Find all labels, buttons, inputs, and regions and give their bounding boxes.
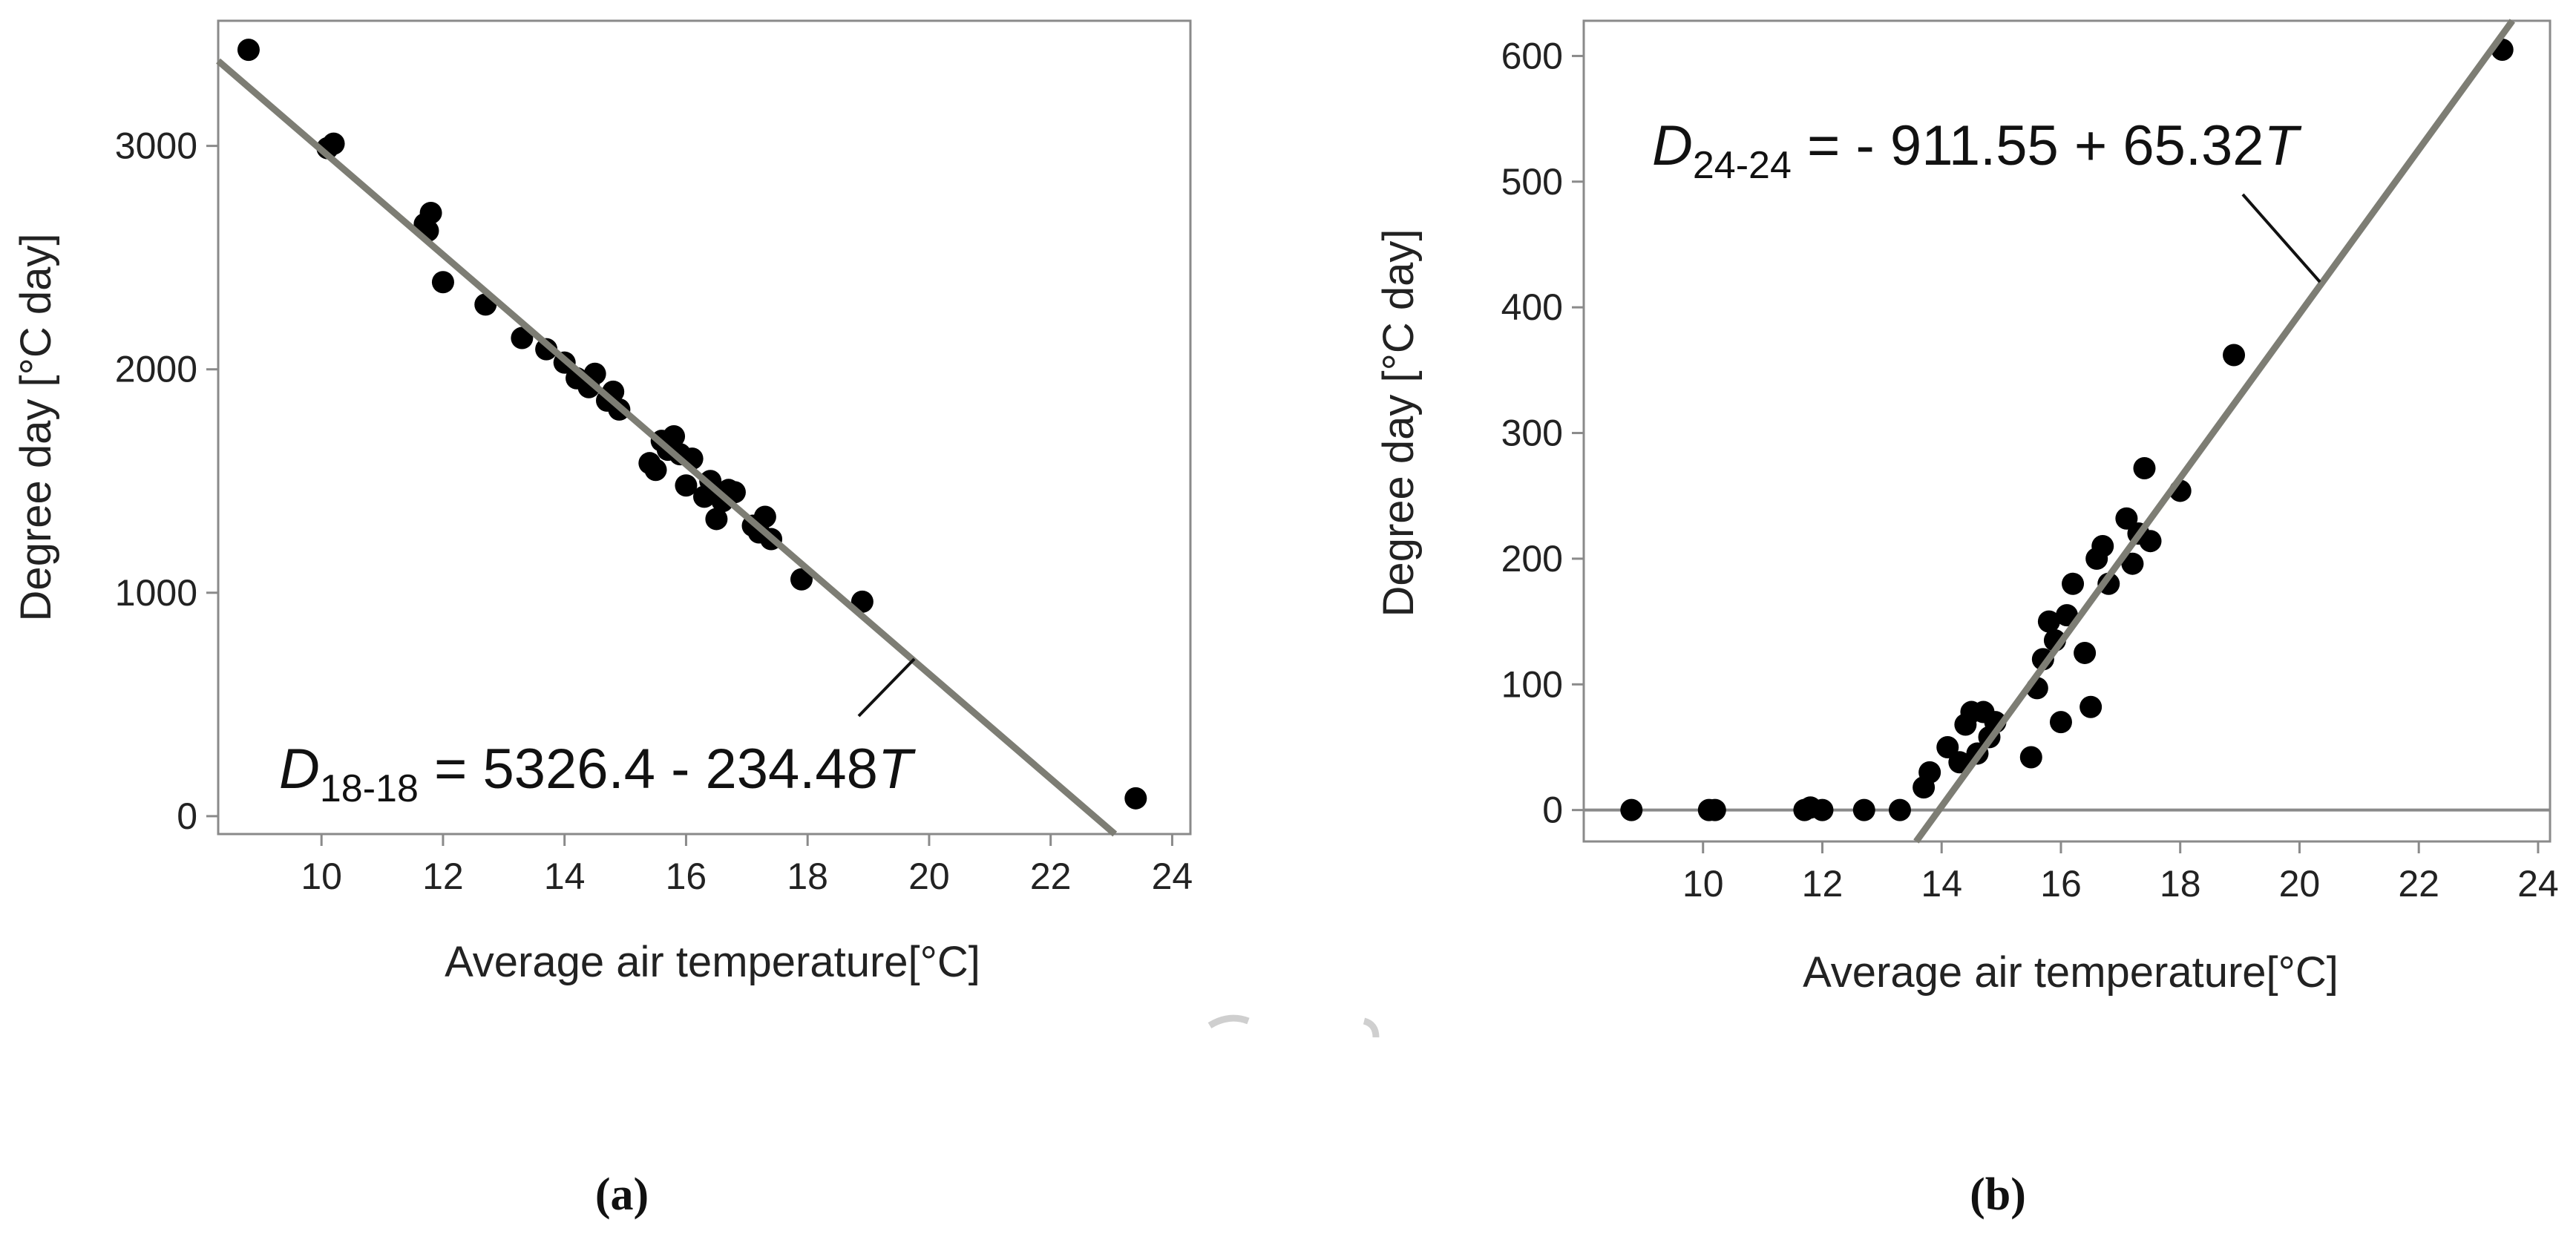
panel-a-data-point xyxy=(431,271,454,294)
panel-a-eq-d: D xyxy=(279,738,320,801)
panel-b-data-point xyxy=(2133,456,2156,479)
panel-b-data-point xyxy=(1918,761,1941,784)
panel-b-tag: (b) xyxy=(1970,1169,2026,1220)
panel-a-eq-rest: = 5326.4 - 234.48 xyxy=(419,738,878,801)
panel-b-x-tick-label: 16 xyxy=(2040,863,2082,905)
panel-a-data-point xyxy=(322,132,345,155)
panel-b-data-point xyxy=(2074,641,2097,664)
panel-b-x-tick-label: 22 xyxy=(2398,863,2439,905)
panel-a-data-point xyxy=(663,425,686,448)
panel-a-tag: (a) xyxy=(595,1169,649,1220)
panel-b-data-point xyxy=(2121,552,2144,575)
panel-a-equation: D18-18 = 5326.4 - 234.48T xyxy=(279,738,916,810)
panel-b-data-point xyxy=(2115,507,2138,530)
panel-b-y-tick-label: 300 xyxy=(1501,413,1563,454)
panel-b-eq-rest: = - 911.55 + 65.32 xyxy=(1792,114,2264,177)
panel-b-equation: D24-24 = - 911.55 + 65.32T xyxy=(1652,114,2302,187)
panel-a-data-point xyxy=(675,474,698,497)
panel-b-data-point xyxy=(2223,344,2246,367)
panel-a-y-tick-label: 0 xyxy=(177,795,197,837)
panel-a-eq-t: T xyxy=(878,738,916,801)
panel-b-data-point xyxy=(2139,530,2162,553)
panel-b-y-tick-label: 500 xyxy=(1501,161,1563,203)
panel-a-x-axis-label: Average air temperature[°C] xyxy=(445,938,980,986)
panel-b-x-tick-label: 20 xyxy=(2279,863,2321,905)
panel-b-y-tick-label: 0 xyxy=(1542,790,1563,831)
panel-a-fit-line xyxy=(216,58,1118,837)
panel-b-data-point xyxy=(2019,746,2042,769)
panel-a-data-point xyxy=(511,326,534,349)
panel-b-eq-t: T xyxy=(2264,114,2302,177)
panel-b-y-tick-label: 400 xyxy=(1501,286,1563,328)
panel-a-x-tick-label: 24 xyxy=(1152,856,1193,897)
panel-b-x-tick-label: 24 xyxy=(2517,863,2559,905)
panel-b-data-point xyxy=(1888,798,1911,821)
panel-b-x-tick-label: 12 xyxy=(1802,863,1843,905)
panel-b-plot-frame xyxy=(1582,19,2552,843)
panel-a-x-tick-label: 18 xyxy=(787,856,828,897)
panel-b-y-tick-label: 200 xyxy=(1501,538,1563,580)
panel-b-x-tick-label: 14 xyxy=(1921,863,1962,905)
panel-a-data-point xyxy=(753,505,776,528)
panel-b-data-point xyxy=(1620,798,1643,821)
panel-a-equation-leader xyxy=(857,657,916,718)
panel-a-x-tick-label: 10 xyxy=(301,856,342,897)
panel-b-eq-subscript: 24-24 xyxy=(1693,144,1792,187)
panel-a-x-tick-label: 22 xyxy=(1030,856,1072,897)
panel-a-data-point xyxy=(419,201,442,224)
panel-b-data-point xyxy=(2037,610,2060,633)
panel-b-eq-d: D xyxy=(1652,114,1693,177)
panel-b-x-axis-label: Average air temperature[°C] xyxy=(1803,948,2339,997)
panel-a-data-point xyxy=(644,459,667,482)
panel-b-points xyxy=(1620,38,2514,821)
panel-a-x-tick-label: 12 xyxy=(422,856,464,897)
panel-b-x-tick-label: 18 xyxy=(2160,863,2201,905)
panel-b-data-point xyxy=(1948,751,1971,774)
panel-a-x-tick-label: 14 xyxy=(544,856,586,897)
panel-a-y-axis-label: Degree day [°C day] xyxy=(12,234,60,622)
panel-a-eq-subscript: 18-18 xyxy=(320,767,419,810)
scan-artifact-mark xyxy=(1363,1017,1380,1038)
panel-b-data-point xyxy=(2062,572,2085,595)
panel-a-data-point xyxy=(535,338,558,361)
panel-b-data-point xyxy=(2049,711,2072,734)
panel-a-data-point xyxy=(790,568,813,591)
panel-b-chart: 10 12 14 16 18 20 22 24 0 100 200 300 400 500 600 D24-… xyxy=(1374,19,2559,1220)
panel-a-x-tick-label: 20 xyxy=(908,856,950,897)
panel-b-ticks: 10 12 14 16 18 20 22 24 0 100 200 300 400 500 600 xyxy=(1501,35,2559,905)
panel-b-y-tick-label: 600 xyxy=(1501,35,1563,76)
panel-b-y-axis-label: Degree day [°C day] xyxy=(1374,229,1423,617)
panel-a-chart: 10 12 14 16 18 20 22 24 0 1000 2000 3000 D18-18 = 5… xyxy=(12,19,1193,1220)
panel-b-fit-line xyxy=(1913,19,2515,844)
panel-b-equation-leader xyxy=(2241,193,2321,283)
panel-b-data-point xyxy=(1811,798,1834,821)
panel-b-data-point xyxy=(1936,735,1959,758)
panel-b-x-tick-label: 10 xyxy=(1682,863,1724,905)
panel-a-y-tick-label: 2000 xyxy=(115,349,197,390)
panel-a-ticks: 10 12 14 16 18 20 22 24 0 1000 2000 3000 xyxy=(115,125,1193,897)
panel-b-data-point xyxy=(1703,798,1726,821)
scan-artifact-mark xyxy=(1207,1014,1250,1028)
panel-a-data-point xyxy=(1124,787,1147,810)
panel-a-data-point xyxy=(237,39,260,62)
panel-b-data-point xyxy=(2091,534,2114,557)
panel-a-plot-frame xyxy=(217,19,1192,836)
panel-a-y-tick-label: 3000 xyxy=(115,125,197,167)
panel-a-y-tick-label: 1000 xyxy=(115,572,197,614)
panel-a-points xyxy=(237,39,1147,810)
panel-b-data-point xyxy=(2080,695,2103,718)
panel-a-x-tick-label: 16 xyxy=(666,856,707,897)
panel-a-data-point xyxy=(705,508,728,531)
panel-b-y-tick-label: 100 xyxy=(1501,663,1563,705)
panel-b-data-point xyxy=(1852,798,1875,821)
